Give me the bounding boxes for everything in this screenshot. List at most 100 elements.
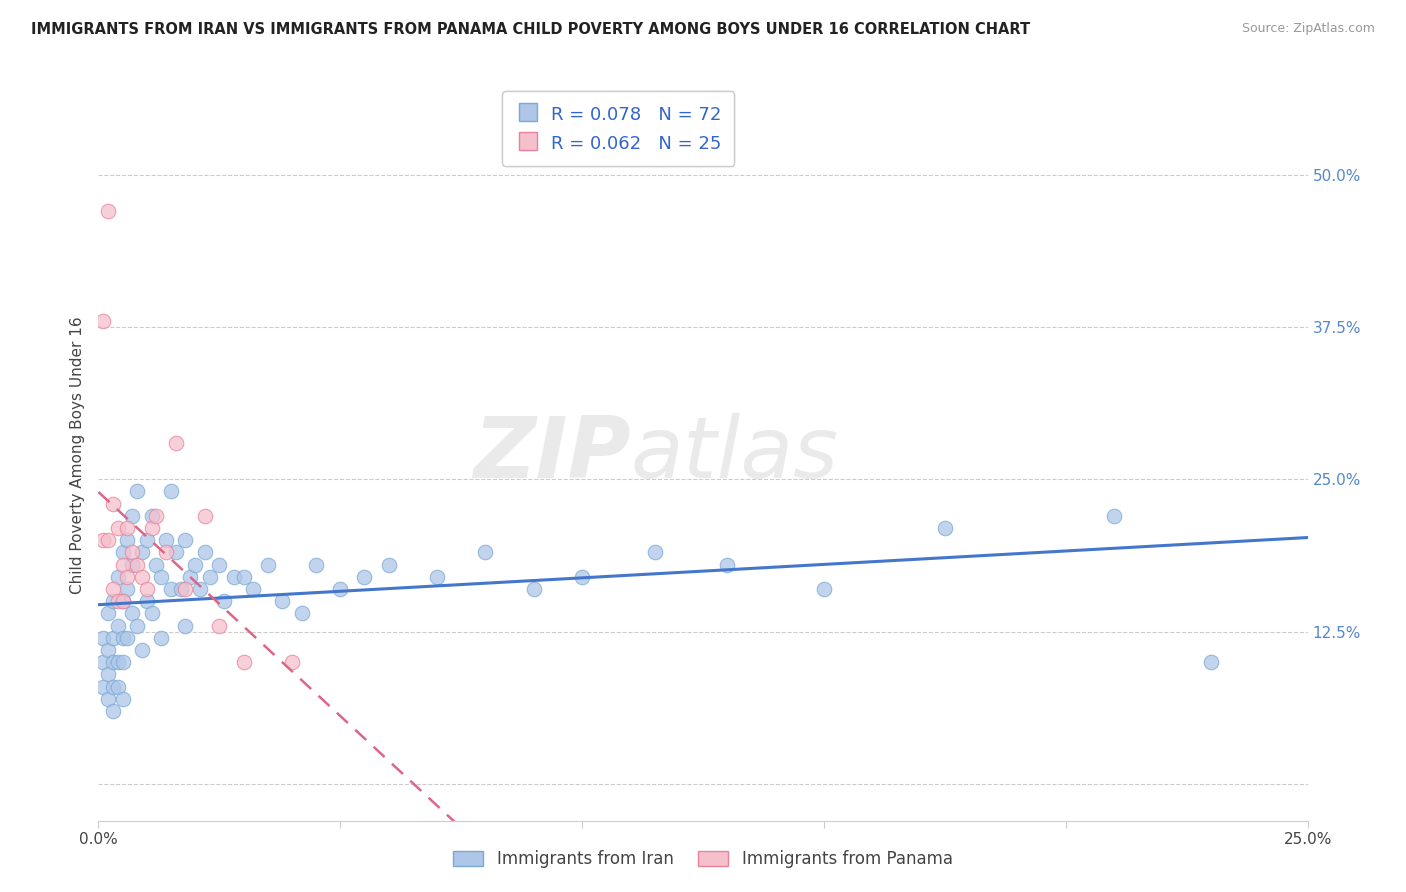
Point	[101, 704, 124, 718]
Point	[111, 545, 134, 559]
Text: Source: ZipAtlas.com: Source: ZipAtlas.com	[1241, 22, 1375, 36]
Point	[111, 594, 134, 608]
Point	[145, 558, 167, 572]
Point	[101, 582, 124, 596]
Point	[165, 545, 187, 559]
Point	[1102, 508, 1125, 523]
Point	[111, 594, 134, 608]
Point	[117, 570, 139, 584]
Point	[426, 570, 449, 584]
Point	[212, 594, 235, 608]
Point	[97, 691, 120, 706]
Point	[111, 558, 134, 572]
Point	[208, 558, 231, 572]
Point	[107, 655, 129, 669]
Point	[91, 655, 114, 669]
Point	[117, 631, 139, 645]
Point	[121, 508, 143, 523]
Point	[101, 680, 124, 694]
Point	[353, 570, 375, 584]
Point	[131, 643, 153, 657]
Point	[107, 521, 129, 535]
Point	[716, 558, 738, 572]
Point	[242, 582, 264, 596]
Point	[107, 594, 129, 608]
Point	[232, 570, 254, 584]
Point	[97, 643, 120, 657]
Point	[117, 521, 139, 535]
Point	[111, 691, 134, 706]
Point	[117, 533, 139, 548]
Point	[571, 570, 593, 584]
Point	[165, 435, 187, 450]
Point	[91, 314, 114, 328]
Point	[107, 570, 129, 584]
Point	[91, 680, 114, 694]
Point	[97, 533, 120, 548]
Y-axis label: Child Poverty Among Boys Under 16: Child Poverty Among Boys Under 16	[70, 316, 86, 594]
Point	[155, 545, 177, 559]
Point	[305, 558, 328, 572]
Text: IMMIGRANTS FROM IRAN VS IMMIGRANTS FROM PANAMA CHILD POVERTY AMONG BOYS UNDER 16: IMMIGRANTS FROM IRAN VS IMMIGRANTS FROM …	[31, 22, 1031, 37]
Point	[117, 582, 139, 596]
Point	[127, 618, 149, 632]
Legend: Immigrants from Iran, Immigrants from Panama: Immigrants from Iran, Immigrants from Pa…	[447, 844, 959, 875]
Point	[813, 582, 835, 596]
Point	[111, 655, 134, 669]
Point	[135, 594, 157, 608]
Point	[160, 484, 183, 499]
Point	[131, 570, 153, 584]
Point	[121, 558, 143, 572]
Point	[107, 680, 129, 694]
Point	[208, 618, 231, 632]
Point	[188, 582, 211, 596]
Point	[127, 484, 149, 499]
Point	[184, 558, 207, 572]
Point	[141, 508, 163, 523]
Legend: R = 0.078   N = 72, R = 0.062   N = 25: R = 0.078 N = 72, R = 0.062 N = 25	[502, 91, 734, 166]
Point	[141, 521, 163, 535]
Text: atlas: atlas	[630, 413, 838, 497]
Point	[135, 582, 157, 596]
Point	[155, 533, 177, 548]
Point	[97, 667, 120, 681]
Point	[101, 631, 124, 645]
Point	[523, 582, 546, 596]
Point	[174, 533, 197, 548]
Point	[232, 655, 254, 669]
Point	[160, 582, 183, 596]
Point	[101, 655, 124, 669]
Point	[97, 607, 120, 621]
Point	[329, 582, 352, 596]
Point	[91, 533, 114, 548]
Point	[91, 631, 114, 645]
Point	[101, 497, 124, 511]
Point	[141, 607, 163, 621]
Point	[174, 618, 197, 632]
Point	[150, 631, 173, 645]
Point	[281, 655, 304, 669]
Point	[121, 607, 143, 621]
Point	[174, 582, 197, 596]
Point	[644, 545, 666, 559]
Point	[194, 545, 217, 559]
Point	[111, 631, 134, 645]
Point	[169, 582, 191, 596]
Point	[290, 607, 312, 621]
Point	[131, 545, 153, 559]
Point	[377, 558, 399, 572]
Point	[121, 545, 143, 559]
Point	[97, 204, 120, 219]
Point	[222, 570, 245, 584]
Point	[256, 558, 278, 572]
Point	[271, 594, 294, 608]
Point	[127, 558, 149, 572]
Point	[198, 570, 221, 584]
Point	[179, 570, 201, 584]
Point	[194, 508, 217, 523]
Text: ZIP: ZIP	[472, 413, 630, 497]
Point	[1199, 655, 1222, 669]
Point	[934, 521, 956, 535]
Point	[145, 508, 167, 523]
Point	[107, 618, 129, 632]
